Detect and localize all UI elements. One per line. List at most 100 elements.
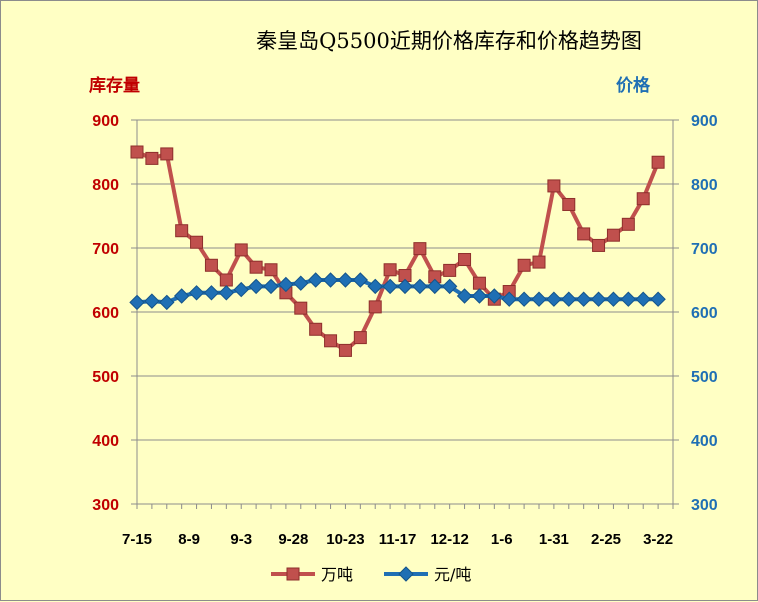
axes: [131, 119, 679, 509]
x-tick-label: 2-25: [591, 531, 621, 548]
data-point: [412, 278, 428, 295]
data-point: [517, 258, 531, 272]
x-tick-label: 8-9: [178, 531, 200, 548]
data-point: [129, 294, 145, 311]
data-point: [278, 276, 294, 293]
data-point: [144, 293, 160, 309]
data-point: [382, 278, 398, 295]
data-point: [575, 291, 592, 307]
x-tick-label: 9-28: [278, 531, 308, 548]
chart-title: 秦皇岛Q5500近期价格库存和价格趋势图: [256, 29, 642, 53]
x-tick-label: 7-15: [122, 531, 152, 548]
data-point: [249, 260, 263, 274]
y-tick-left: 500: [92, 369, 119, 386]
data-point: [337, 272, 354, 288]
data-point: [577, 227, 591, 241]
data-point: [264, 263, 278, 277]
y-axis-label-right: 价格: [616, 75, 651, 96]
data-point: [531, 291, 547, 307]
data-point: [367, 278, 383, 295]
y-tick-left: 300: [92, 497, 119, 514]
legend-label: 元/吨: [434, 565, 471, 584]
data-point: [352, 272, 369, 288]
data-point: [397, 278, 413, 295]
data-point: [546, 291, 562, 307]
data-point: [471, 288, 488, 304]
data-point: [516, 291, 532, 307]
series-layer: [129, 145, 666, 357]
data-point: [413, 242, 427, 256]
data-point: [562, 197, 576, 211]
data-point: [620, 291, 637, 307]
data-point: [635, 291, 651, 307]
y-tick-right: 600: [691, 305, 718, 322]
tick-labels: 300 300 400 400 500 500 600 600 700 700 800 800 900 9…: [92, 113, 718, 548]
data-point: [173, 288, 190, 304]
series-line: [136, 150, 660, 353]
data-point: [456, 288, 473, 304]
series-price: [129, 272, 666, 311]
y-tick-right: 700: [691, 241, 718, 258]
data-point: [309, 322, 323, 336]
legend-item-stock: 万吨: [271, 565, 353, 584]
y-tick-left: 900: [92, 113, 119, 130]
y-tick-left: 700: [92, 241, 119, 258]
data-point: [606, 228, 620, 242]
data-point: [175, 224, 189, 238]
data-point: [324, 334, 338, 348]
data-point: [458, 253, 472, 267]
data-point: [130, 145, 144, 159]
y-tick-left: 400: [92, 433, 119, 450]
data-point: [472, 276, 486, 290]
x-tick-label: 11-17: [379, 531, 417, 548]
data-point: [650, 291, 666, 307]
legend-marker: [398, 566, 414, 582]
data-point: [501, 291, 517, 307]
y-tick-left: 800: [92, 177, 119, 194]
data-point: [605, 291, 622, 307]
data-point: [204, 258, 218, 272]
x-tick-label: 1-31: [539, 531, 569, 548]
data-point: [233, 281, 249, 298]
y-tick-right: 300: [691, 497, 718, 514]
data-point: [248, 278, 264, 295]
data-point: [636, 192, 650, 206]
data-point: [145, 151, 159, 165]
data-point: [592, 238, 606, 252]
data-point: [218, 285, 235, 301]
x-tick-label: 10-23: [326, 531, 364, 548]
data-point: [621, 217, 635, 231]
data-point: [338, 343, 352, 357]
data-point: [353, 331, 367, 345]
data-point: [219, 273, 233, 287]
data-point: [190, 235, 204, 249]
data-point: [307, 272, 324, 288]
data-point: [322, 272, 339, 288]
legend-item-price: 元/吨: [384, 565, 471, 584]
y-tick-left: 600: [92, 305, 119, 322]
data-point: [590, 291, 607, 307]
data-point: [368, 300, 382, 314]
y-tick-right: 500: [691, 369, 718, 386]
legend-label: 万吨: [321, 565, 353, 584]
y-axis-label-left: 库存量: [89, 75, 140, 96]
data-point: [188, 285, 205, 301]
x-tick-label: 3-22: [643, 531, 673, 548]
data-point: [383, 263, 397, 277]
data-point: [547, 179, 561, 193]
grid: [137, 119, 673, 505]
data-point: [561, 291, 577, 307]
y-tick-right: 400: [691, 433, 718, 450]
x-tick-label: 12-12: [430, 531, 468, 548]
data-point: [294, 301, 308, 315]
x-tick-label: 9-3: [230, 531, 252, 548]
legend: 万吨 元/吨: [271, 565, 471, 584]
x-tick-label: 1-6: [491, 531, 513, 548]
data-point: [486, 288, 503, 304]
data-point: [443, 263, 457, 277]
data-point: [532, 255, 546, 269]
data-point: [160, 147, 174, 161]
y-tick-right: 900: [691, 113, 718, 130]
